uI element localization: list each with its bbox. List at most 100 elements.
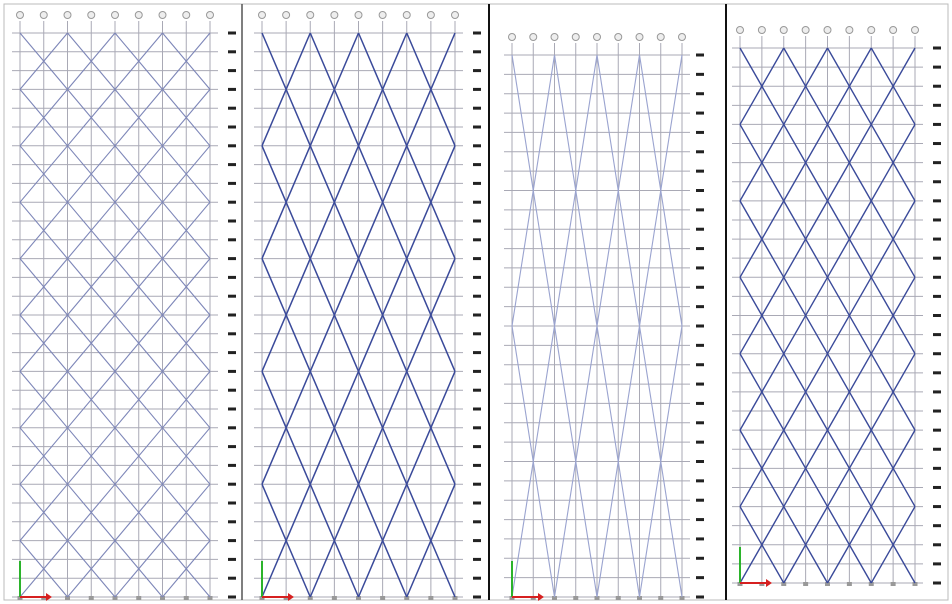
story-label [933, 104, 941, 107]
story-label [228, 238, 236, 241]
story-label [696, 479, 704, 482]
story-label [473, 596, 481, 599]
grid-bubble [846, 27, 853, 34]
story-label [933, 161, 941, 164]
story-label [933, 218, 941, 221]
story-label [228, 69, 236, 72]
story-label [473, 182, 481, 185]
story-label [228, 426, 236, 429]
story-label [696, 537, 704, 540]
story-label [228, 107, 236, 110]
story-label [696, 228, 704, 231]
support [891, 582, 896, 586]
support [380, 596, 385, 600]
grid-bubble [758, 27, 765, 34]
story-label [473, 220, 481, 223]
support [184, 596, 189, 600]
story-label [473, 314, 481, 317]
story-label [696, 499, 704, 502]
story-label [228, 520, 236, 523]
story-label [933, 314, 941, 317]
story-label [473, 408, 481, 411]
story-label [696, 208, 704, 211]
grid-bubble [17, 12, 24, 19]
story-label [473, 445, 481, 448]
story-label [696, 402, 704, 405]
story-label [696, 344, 704, 347]
story-label [473, 50, 481, 53]
grid-bubble [64, 12, 71, 19]
story-label [228, 445, 236, 448]
story-label [696, 286, 704, 289]
story-label [228, 332, 236, 335]
story-label [933, 390, 941, 393]
grid-bubble [112, 12, 119, 19]
grid-bubble [737, 27, 744, 34]
story-label [696, 363, 704, 366]
story-label [473, 351, 481, 354]
story-label [228, 201, 236, 204]
support [89, 596, 94, 600]
grid-bubble [636, 34, 643, 41]
story-label [473, 107, 481, 110]
grid-bubble [427, 12, 434, 19]
grid-bubble [283, 12, 290, 19]
story-label [696, 557, 704, 560]
grid-bubble [379, 12, 386, 19]
grid-bubble [679, 34, 686, 41]
story-label [473, 502, 481, 505]
story-label [933, 410, 941, 413]
story-label [473, 426, 481, 429]
story-label [228, 144, 236, 147]
story-label [473, 238, 481, 241]
story-label [933, 257, 941, 260]
story-label [228, 370, 236, 373]
story-label [473, 539, 481, 542]
story-label [473, 88, 481, 91]
story-label [473, 558, 481, 561]
story-label [473, 276, 481, 279]
story-label [228, 539, 236, 542]
grid-bubble [572, 34, 579, 41]
story-label [473, 201, 481, 204]
grid-bubble [355, 12, 362, 19]
support [332, 596, 337, 600]
story-label [228, 50, 236, 53]
story-label [696, 150, 704, 153]
grid-bubble [403, 12, 410, 19]
story-label [933, 333, 941, 336]
grid-bubble [802, 27, 809, 34]
story-label [228, 483, 236, 486]
story-label [696, 383, 704, 386]
story-label [228, 558, 236, 561]
story-label [933, 486, 941, 489]
story-label [933, 85, 941, 88]
story-label [473, 389, 481, 392]
story-label [933, 562, 941, 565]
story-label [228, 32, 236, 35]
story-label [933, 123, 941, 126]
grid-bubble [452, 12, 459, 19]
story-label [228, 464, 236, 467]
story-label [933, 238, 941, 241]
story-label [696, 92, 704, 95]
story-label [696, 441, 704, 444]
story-label [696, 576, 704, 579]
story-label [473, 483, 481, 486]
grid-bubble [657, 34, 664, 41]
story-label [696, 518, 704, 521]
grid-bubble [868, 27, 875, 34]
story-label [228, 577, 236, 580]
story-label [473, 126, 481, 129]
story-label [473, 464, 481, 467]
story-label [933, 543, 941, 546]
grid-bubble [530, 34, 537, 41]
story-label [473, 577, 481, 580]
story-label [933, 467, 941, 470]
story-label [228, 88, 236, 91]
grid-bubble [331, 12, 338, 19]
story-label [473, 144, 481, 147]
grid-bubble [890, 27, 897, 34]
story-label [933, 371, 941, 374]
